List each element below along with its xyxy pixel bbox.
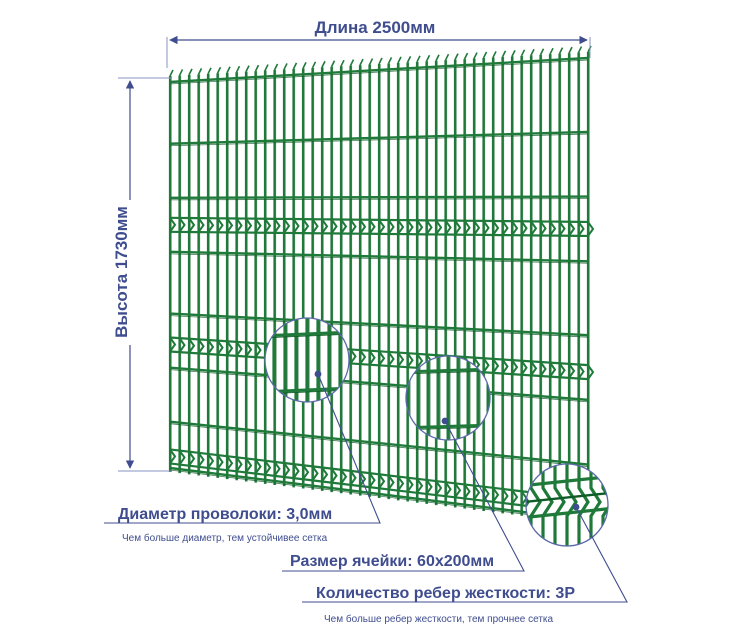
ribs-count-note: Чем больше ребер жесткости, тем прочнее … <box>324 613 554 625</box>
wire-diameter-note: Чем больше диаметр, тем устойчивее сетка <box>122 532 328 544</box>
leader-cell <box>282 420 525 572</box>
dot-cell <box>441 417 449 425</box>
wire-diameter-title: Диаметр проволоки: 3,0мм <box>118 506 332 523</box>
cell-size-title: Размер ячейки: 60х200мм <box>290 553 494 570</box>
height-label: Высота 1730мм <box>112 206 131 338</box>
magnifier-cell <box>405 355 491 441</box>
leader-ribs <box>302 506 628 603</box>
callout-leaders <box>104 373 628 603</box>
callout-dots <box>314 370 580 511</box>
height-dimension: Высота 1730мм <box>112 77 172 472</box>
dot-ribs <box>572 503 580 511</box>
ribs-count-title: Количество ребер жесткости: 3Р <box>316 585 575 602</box>
length-label: Длина 2500мм <box>315 18 436 37</box>
leader-wire <box>104 373 381 524</box>
magnifier-ribs <box>525 463 609 547</box>
length-dimension: Длина 2500мм <box>166 16 591 68</box>
dot-wire <box>314 370 322 378</box>
fence-mesh <box>168 45 595 524</box>
